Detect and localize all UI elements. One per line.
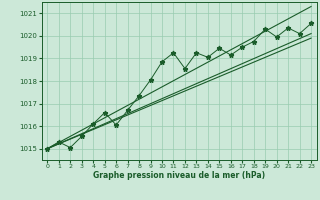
X-axis label: Graphe pression niveau de la mer (hPa): Graphe pression niveau de la mer (hPa) xyxy=(93,171,265,180)
